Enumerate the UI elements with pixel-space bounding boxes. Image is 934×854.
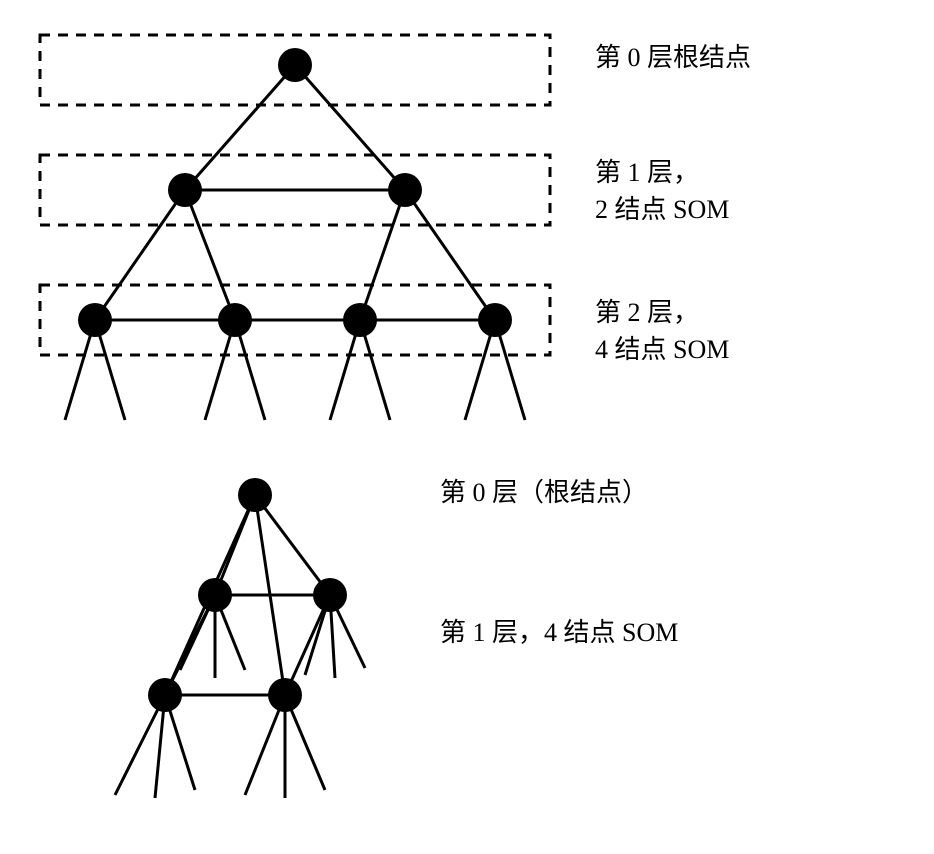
diagram-container: 第 0 层根结点 第 1 层， 2 结点 SOM 第 2 层， 4 结点 SOM… — [20, 20, 914, 834]
tree-node — [343, 303, 377, 337]
tree-node — [478, 303, 512, 337]
edge — [295, 65, 405, 190]
fig1-layer1-label-line2: 2 结点 SOM — [595, 192, 729, 228]
tree-node — [313, 578, 347, 612]
tree-node — [268, 678, 302, 712]
edge — [185, 190, 235, 320]
fig1-layer2-label-line2: 4 结点 SOM — [595, 332, 729, 368]
figure1-tree — [40, 35, 550, 420]
tree-node — [218, 303, 252, 337]
tree-node — [198, 578, 232, 612]
edge — [185, 65, 295, 190]
figure2-network — [115, 478, 365, 798]
fig1-layer0-label: 第 0 层根结点 — [595, 40, 751, 76]
tree-node — [278, 48, 312, 82]
edge — [95, 190, 185, 320]
fig1-layer1-label-line1: 第 1 层， — [595, 155, 699, 191]
edge — [360, 190, 405, 320]
edge — [405, 190, 495, 320]
fig1-layer2-label-line1: 第 2 层， — [595, 295, 699, 331]
tree-node — [238, 478, 272, 512]
tree-node — [388, 173, 422, 207]
fig2-layer1-label: 第 1 层，4 结点 SOM — [440, 615, 678, 651]
tree-node — [78, 303, 112, 337]
diagram-svg — [20, 20, 914, 834]
tree-node — [168, 173, 202, 207]
fig2-layer0-label: 第 0 层（根结点） — [440, 475, 648, 511]
tree-node — [148, 678, 182, 712]
